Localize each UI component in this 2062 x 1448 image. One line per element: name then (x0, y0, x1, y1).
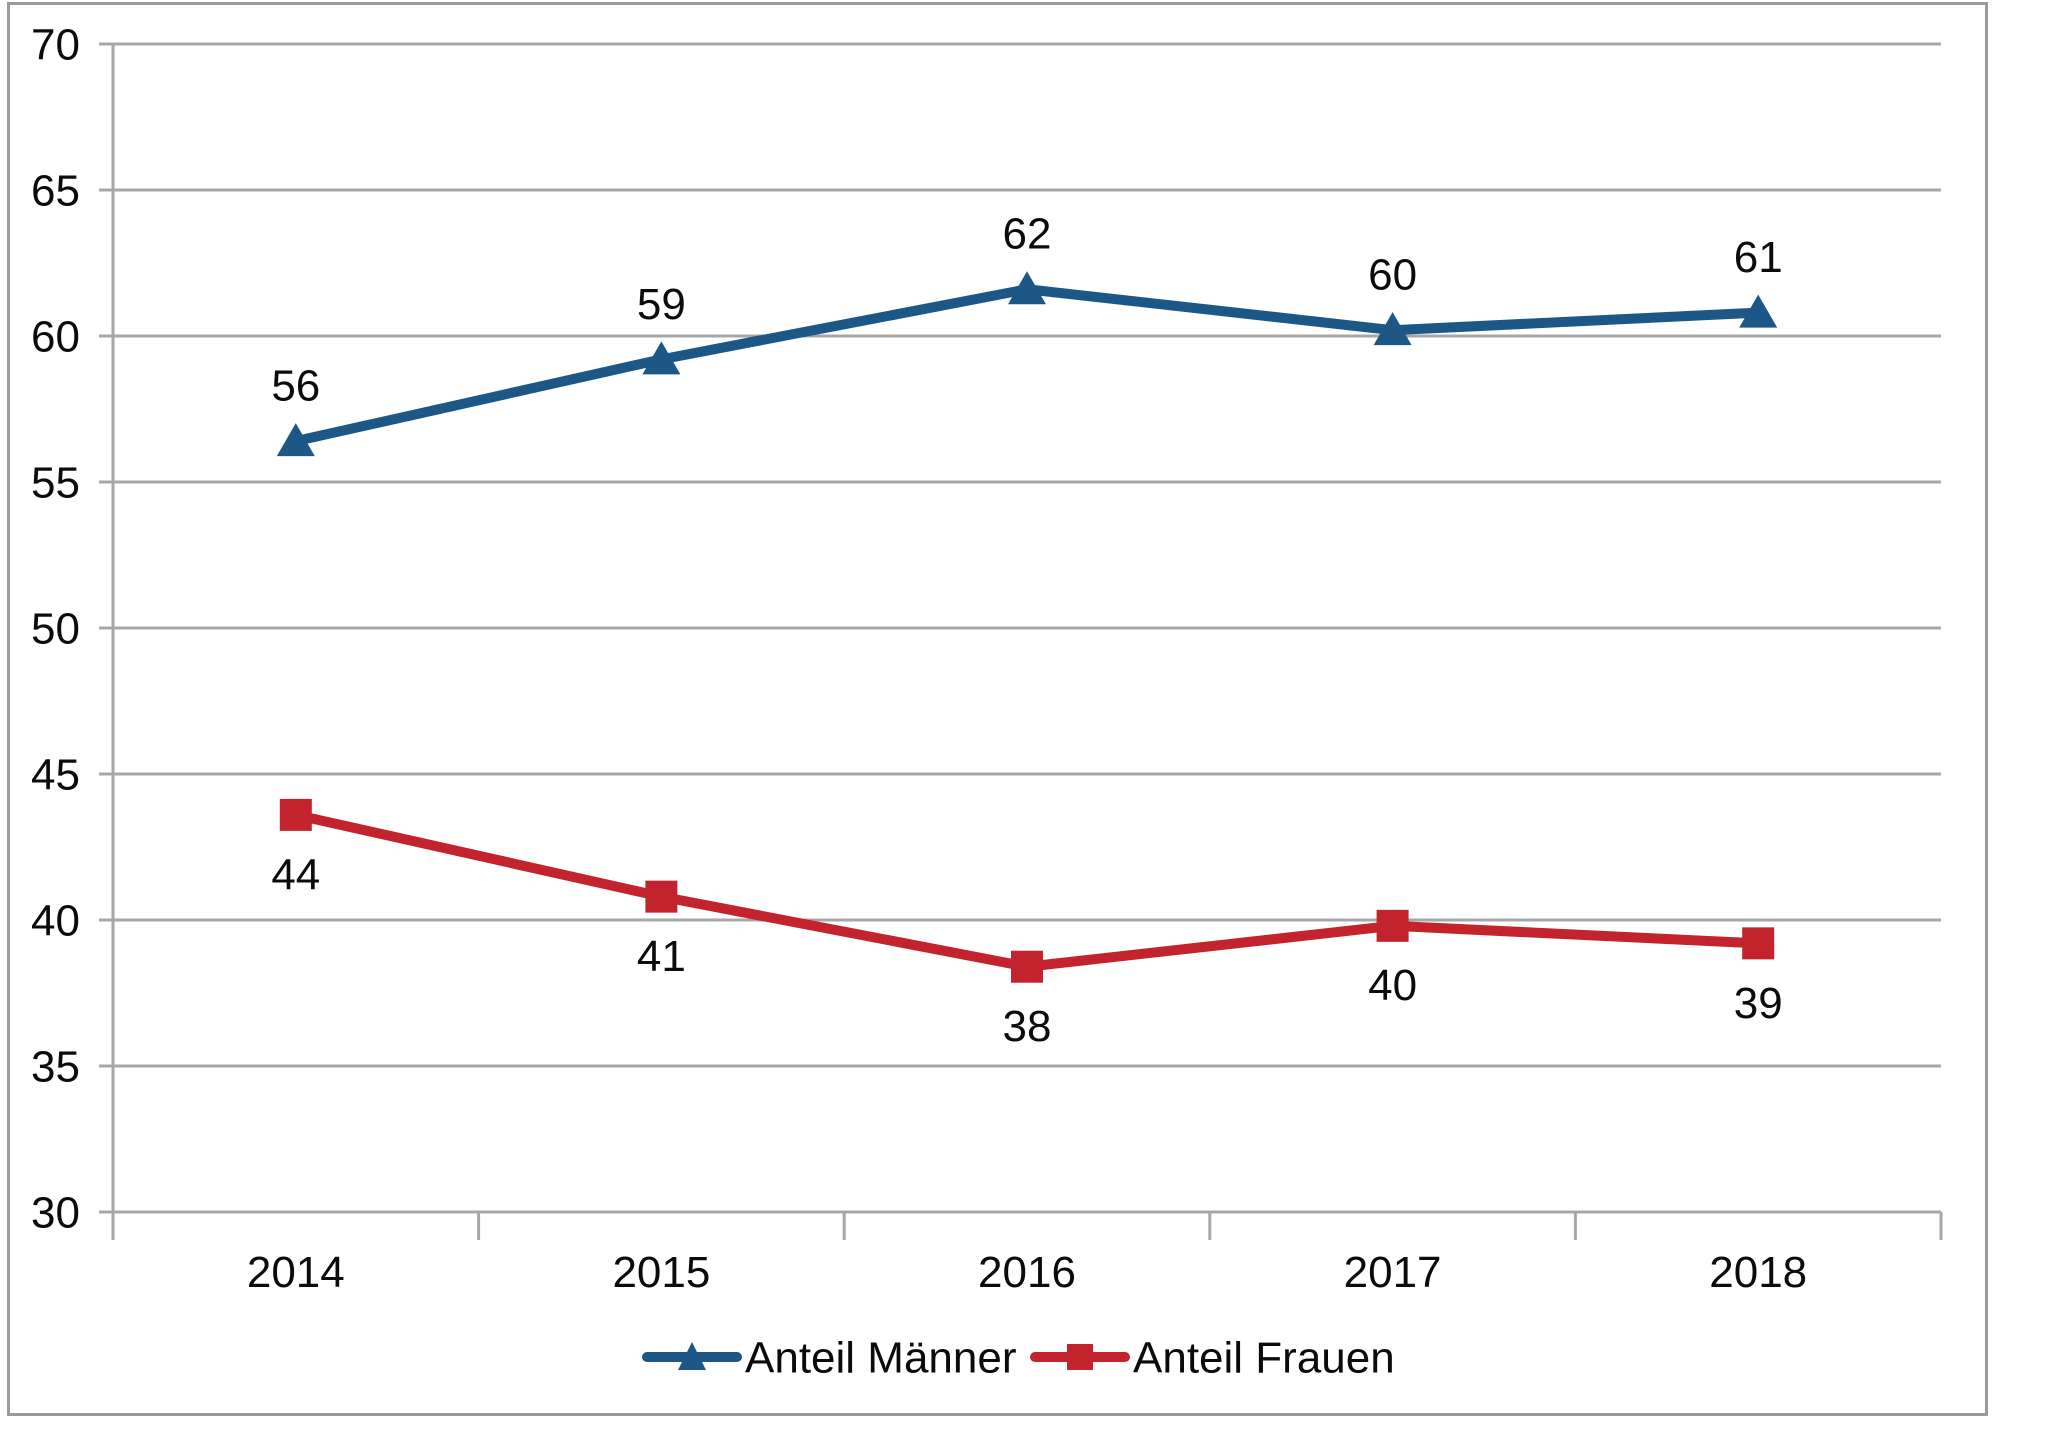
legend-marker-square-icon (1067, 1344, 1093, 1370)
marker-square-icon (279, 798, 312, 831)
data-label: 44 (271, 850, 320, 899)
marker-triangle-icon (276, 423, 315, 457)
x-tick-label: 2016 (978, 1248, 1076, 1297)
marker-square-icon (1376, 909, 1409, 942)
data-label: 38 (1003, 1002, 1052, 1051)
legend-item: Anteil Männer (642, 1333, 1016, 1382)
y-tick-label: 40 (31, 896, 80, 945)
data-label: 41 (637, 932, 686, 981)
marker-triangle-icon (1008, 271, 1046, 305)
series-anteil-frauen: 44 41 38 40 39 (271, 798, 1783, 1051)
data-label: 61 (1734, 233, 1783, 282)
data-label: 59 (637, 280, 686, 329)
y-tick-label: 65 (31, 166, 80, 215)
y-tick-label: 70 (31, 20, 80, 69)
x-tick-label: 2015 (612, 1248, 710, 1297)
y-tick-label: 35 (31, 1042, 80, 1091)
marker-triangle-icon (1739, 294, 1778, 328)
x-tick-label: 2014 (247, 1248, 345, 1297)
marker-square-icon (1742, 927, 1775, 960)
marker-triangle-icon (1373, 312, 1412, 346)
legend-label: Anteil Frauen (1133, 1333, 1395, 1382)
marker-square-icon (1011, 950, 1043, 983)
data-label: 40 (1368, 961, 1417, 1010)
y-tick-label: 45 (31, 750, 80, 799)
legend-label: Anteil Männer (745, 1333, 1016, 1382)
y-tick-label: 30 (31, 1188, 80, 1237)
marker-triangle-icon (642, 341, 681, 375)
data-label: 39 (1734, 979, 1783, 1028)
series-anteil-maenner: 56 59 62 60 61 (271, 210, 1783, 457)
y-tick-label: 50 (31, 604, 80, 653)
legend-item: Anteil Frauen (1030, 1333, 1395, 1382)
y-tick-label: 60 (31, 312, 80, 361)
y-tick-label: 55 (31, 458, 80, 507)
data-label: 56 (271, 362, 320, 411)
data-label: 60 (1368, 251, 1417, 300)
series-line (290, 809, 1764, 972)
series-line (290, 284, 1764, 447)
chart-border (7, 2, 1988, 1416)
legend-marker-triangle-icon (678, 1342, 706, 1370)
x-tick-label: 2017 (1344, 1248, 1442, 1297)
data-label: 62 (1003, 210, 1052, 259)
x-tick-label: 2018 (1709, 1248, 1807, 1297)
marker-square-icon (645, 880, 678, 913)
legend: Anteil Männer Anteil Frauen (642, 1333, 1395, 1382)
